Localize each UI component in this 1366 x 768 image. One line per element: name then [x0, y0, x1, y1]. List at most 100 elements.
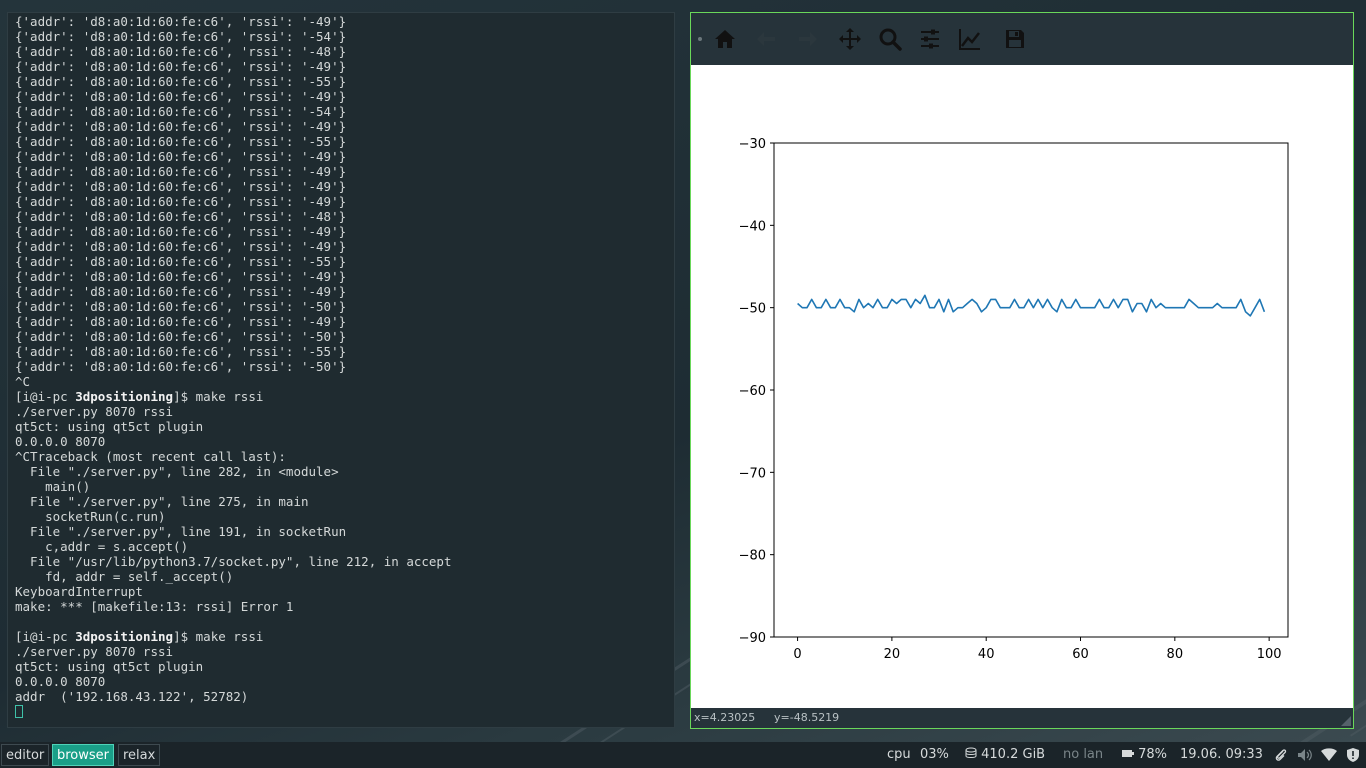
configure-subplots-icon	[921, 29, 939, 49]
configure-subplots-button[interactable]	[916, 25, 944, 53]
terminal-window[interactable]: {'addr': 'd8:a0:1d:60:fe:c6', 'rssi': '-…	[7, 12, 675, 728]
prompt-user: [i@i-pc	[15, 629, 76, 644]
cpu-label: cpu	[887, 747, 911, 762]
terminal-line: {'addr': 'd8:a0:1d:60:fe:c6', 'rssi': '-…	[15, 134, 347, 149]
toolbar-grip-handle[interactable]	[698, 37, 702, 41]
y-readout: y=-48.5219	[774, 711, 840, 724]
workspace-browser[interactable]: browser	[52, 744, 115, 766]
terminal-line: {'addr': 'd8:a0:1d:60:fe:c6', 'rssi': '-…	[15, 344, 347, 359]
terminal-line: {'addr': 'd8:a0:1d:60:fe:c6', 'rssi': '-…	[15, 44, 347, 59]
forward-icon	[799, 32, 817, 46]
plot-window[interactable]: 0 20 40 60 80 100 −90 −80 −70 −60 −50 −40 −30 x=4.23…	[690, 12, 1354, 729]
terminal-line: 0.0.0.0 8070	[15, 434, 106, 449]
terminal-line: {'addr': 'd8:a0:1d:60:fe:c6', 'rssi': '-…	[15, 74, 347, 89]
disk-space: 410.2 GiB	[981, 747, 1046, 762]
terminal-line: addr ('192.168.43.122', 52782)	[15, 689, 249, 704]
terminal-line: File "./server.py", line 191, in socketR…	[15, 524, 347, 539]
back-icon	[757, 32, 775, 46]
terminal-line: {'addr': 'd8:a0:1d:60:fe:c6', 'rssi': '-…	[15, 179, 347, 194]
home-icon	[715, 30, 735, 48]
terminal-line: KeyboardInterrupt	[15, 584, 143, 599]
terminal-line: make: *** [makefile:13: rssi] Error 1	[15, 599, 294, 614]
terminal-line: {'addr': 'd8:a0:1d:60:fe:c6', 'rssi': '-…	[15, 164, 347, 179]
terminal-line: main()	[15, 479, 91, 494]
terminal-line: {'addr': 'd8:a0:1d:60:fe:c6', 'rssi': '-…	[15, 209, 347, 224]
y-tick-label: −50	[739, 302, 766, 317]
terminal-line: qt5ct: using qt5ct plugin	[15, 419, 204, 434]
y-tick-label: −90	[739, 631, 766, 646]
security-shield-icon[interactable]	[1345, 747, 1361, 763]
terminal-input-line[interactable]	[15, 704, 452, 719]
battery-level: 78%	[1138, 747, 1168, 762]
workspace-relax[interactable]: relax	[118, 744, 161, 766]
plot-frame	[773, 142, 1289, 638]
terminal-line: {'addr': 'd8:a0:1d:60:fe:c6', 'rssi': '-…	[15, 194, 347, 209]
terminal-cursor	[15, 705, 23, 718]
terminal-line: {'addr': 'd8:a0:1d:60:fe:c6', 'rssi': '-…	[15, 269, 347, 284]
y-tick-label: −80	[739, 549, 766, 564]
y-tick-label: −60	[739, 384, 766, 399]
disk-widget: 410.2 GiB	[965, 742, 1045, 768]
wifi-icon[interactable]	[1321, 748, 1337, 762]
terminal-line: ^C	[15, 374, 31, 389]
terminal-line: {'addr': 'd8:a0:1d:60:fe:c6', 'rssi': '-…	[15, 329, 347, 344]
command-text: make rssi	[195, 389, 264, 404]
x-tick-label: 40	[978, 647, 995, 662]
network-status: no lan	[1063, 747, 1104, 762]
forward-button[interactable]	[793, 25, 821, 53]
prompt-directory: 3dpositioning	[75, 629, 174, 644]
plot-coordinate-readout: x=4.23025 y=-48.5219	[691, 708, 1353, 728]
y-tick-label: −70	[739, 466, 766, 481]
save-button[interactable]	[1001, 25, 1029, 53]
prompt-end: ]$	[173, 629, 196, 644]
y-tick-label: −30	[739, 137, 766, 152]
terminal-line: {'addr': 'd8:a0:1d:60:fe:c6', 'rssi': '-…	[15, 29, 347, 44]
prompt-user: [i@i-pc	[15, 389, 76, 404]
terminal-line: {'addr': 'd8:a0:1d:60:fe:c6', 'rssi': '-…	[15, 239, 347, 254]
plot-canvas[interactable]: 0 20 40 60 80 100 −90 −80 −70 −60 −50 −40 −30	[691, 65, 1353, 708]
clock[interactable]: 19.06. 09:33	[1180, 747, 1263, 762]
resize-grip-icon[interactable]	[1341, 716, 1351, 726]
cpu-value: 03%	[920, 747, 949, 762]
terminal-line: File "/usr/lib/python3.7/socket.py", lin…	[15, 554, 452, 569]
x-tick-label: 60	[1072, 647, 1089, 662]
y-tick-label: −40	[739, 219, 766, 234]
pan-button[interactable]	[836, 25, 864, 53]
terminal-line: {'addr': 'd8:a0:1d:60:fe:c6', 'rssi': '-…	[15, 119, 347, 134]
terminal-line: c,addr = s.accept()	[15, 539, 189, 554]
terminal-line: {'addr': 'd8:a0:1d:60:fe:c6', 'rssi': '-…	[15, 149, 347, 164]
taskbar: editor browser relax cpu 03% 410.2 GiB n…	[0, 742, 1366, 768]
pan-icon	[839, 28, 861, 50]
back-button[interactable]	[753, 25, 781, 53]
terminal-line: {'addr': 'd8:a0:1d:60:fe:c6', 'rssi': '-…	[15, 59, 347, 74]
x-readout: x=4.23025	[694, 711, 756, 724]
terminal-line: fd, addr = self._accept()	[15, 569, 234, 584]
terminal-line: {'addr': 'd8:a0:1d:60:fe:c6', 'rssi': '-…	[15, 254, 347, 269]
workspace-editor[interactable]: editor	[1, 744, 50, 766]
zoom-button[interactable]	[876, 25, 904, 53]
zoom-icon	[879, 28, 902, 51]
terminal-line: [i@i-pc 3dpositioning]$ make rssi	[15, 389, 452, 404]
prompt-end: ]$	[173, 389, 196, 404]
terminal-line	[15, 614, 452, 629]
terminal-line: [i@i-pc 3dpositioning]$ make rssi	[15, 629, 452, 644]
terminal-line: File "./server.py", line 275, in main	[15, 494, 309, 509]
attachment-icon[interactable]	[1274, 748, 1288, 762]
home-button[interactable]	[711, 25, 739, 53]
terminal-line: {'addr': 'd8:a0:1d:60:fe:c6', 'rssi': '-…	[15, 284, 347, 299]
terminal-line: ^CTraceback (most recent call last):	[15, 449, 286, 464]
volume-muted-icon[interactable]	[1297, 748, 1313, 762]
edit-axis-button[interactable]	[956, 25, 984, 53]
terminal-line: {'addr': 'd8:a0:1d:60:fe:c6', 'rssi': '-…	[15, 89, 347, 104]
command-text: make rssi	[195, 629, 264, 644]
terminal-line: ./server.py 8070 rssi	[15, 644, 174, 659]
terminal-line: {'addr': 'd8:a0:1d:60:fe:c6', 'rssi': '-…	[15, 299, 347, 314]
save-icon	[1006, 30, 1024, 48]
terminal-line: {'addr': 'd8:a0:1d:60:fe:c6', 'rssi': '-…	[15, 104, 347, 119]
x-tick-label: 0	[793, 647, 801, 662]
disk-icon	[965, 747, 977, 758]
terminal-output: {'addr': 'd8:a0:1d:60:fe:c6', 'rssi': '-…	[15, 14, 452, 719]
terminal-line: {'addr': 'd8:a0:1d:60:fe:c6', 'rssi': '-…	[15, 359, 347, 374]
terminal-line: 0.0.0.0 8070	[15, 674, 106, 689]
terminal-line: socketRun(c.run)	[15, 509, 166, 524]
